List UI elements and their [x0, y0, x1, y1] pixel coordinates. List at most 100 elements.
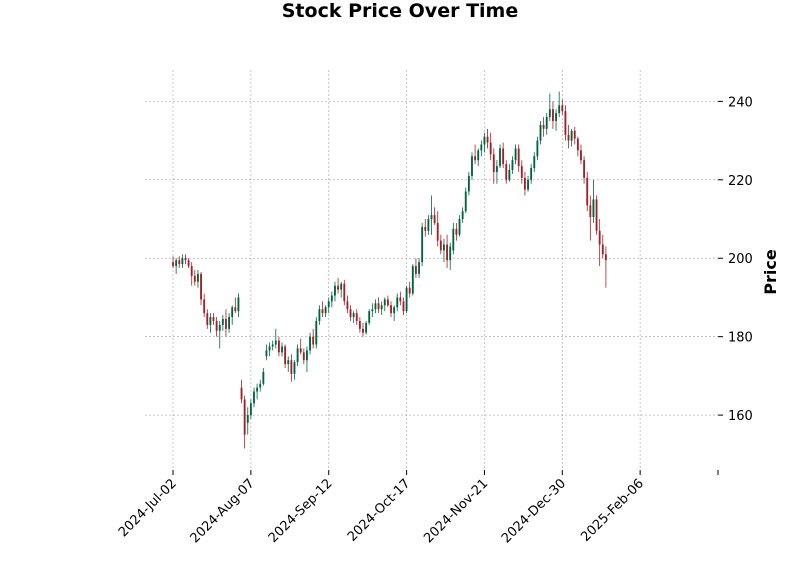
candlestick [386, 295, 389, 308]
candlestick [371, 303, 374, 318]
candle-body [492, 154, 495, 172]
candlestick [396, 293, 399, 312]
candle-body [495, 166, 498, 172]
candle-body [271, 344, 274, 347]
candle-body [499, 148, 501, 167]
candlestick [281, 342, 283, 357]
candle-body [483, 136, 486, 145]
candle-body [452, 228, 455, 251]
candlestick [598, 219, 601, 267]
candlestick [265, 344, 268, 361]
x-tick-label: 2024-Jul-02 [116, 476, 180, 540]
candlestick [231, 305, 234, 325]
candlestick [604, 246, 607, 288]
candlestick [548, 93, 551, 121]
candle-body [570, 130, 573, 141]
candle-body [380, 305, 383, 310]
candle-body [458, 219, 461, 235]
candlestick [489, 132, 492, 161]
candle-body [511, 160, 514, 170]
candlestick [234, 297, 237, 314]
candlestick [539, 120, 542, 145]
candlestick [393, 305, 396, 321]
candle-body [197, 273, 199, 282]
candlestick [268, 342, 271, 357]
candlestick [274, 328, 277, 349]
y-tick-label: 180 [728, 331, 753, 346]
candle-body [480, 144, 483, 151]
candle-body [508, 170, 511, 180]
candle-body [555, 113, 557, 121]
candle-body [324, 307, 327, 314]
candlestick [564, 105, 567, 141]
candlestick [558, 91, 561, 118]
candlestick [520, 160, 523, 184]
candle-body [337, 285, 340, 290]
candle-body [527, 179, 529, 190]
candle-body [334, 285, 336, 296]
candle-body [539, 124, 542, 141]
candlestick [511, 156, 514, 174]
candlestick [536, 136, 539, 161]
candlestick [458, 215, 461, 237]
candlestick [514, 144, 517, 165]
candlestick [315, 317, 318, 349]
candle-body [449, 246, 452, 261]
candlestick [221, 315, 224, 331]
candlestick [296, 344, 299, 367]
candle-body [393, 307, 396, 314]
x-tick-label: 2024-Nov-21 [421, 476, 491, 546]
candle-body [383, 299, 386, 306]
candlestick [567, 124, 570, 149]
candle-body [408, 287, 411, 294]
candlestick [595, 195, 598, 235]
candlestick [284, 344, 287, 369]
candle-body [184, 258, 187, 261]
candle-body [477, 150, 480, 161]
candle-body [552, 109, 554, 121]
candle-body [262, 371, 265, 384]
candle-body [411, 266, 414, 294]
candlestick [349, 305, 352, 321]
candlestick [545, 113, 548, 135]
candlestick [449, 242, 452, 270]
candlestick [486, 128, 489, 149]
candle-body [190, 266, 193, 276]
candle-body [505, 164, 508, 180]
candlestick [542, 117, 545, 137]
candlestick [570, 128, 573, 147]
candle-body [215, 320, 218, 331]
candle-body [352, 313, 355, 318]
candlestick [427, 215, 430, 235]
candlestick [215, 317, 218, 337]
candlestick [414, 258, 417, 278]
candlestick [411, 264, 414, 296]
candle-body [349, 309, 352, 318]
candlestick [352, 311, 355, 323]
candle-body [206, 313, 209, 325]
y-axis-label: Price [761, 249, 780, 295]
candle-body [583, 160, 586, 178]
candle-body [284, 346, 287, 365]
candlestick [561, 99, 564, 116]
candlestick [256, 383, 259, 400]
candle-body [200, 273, 202, 300]
candlestick [187, 258, 190, 269]
candle-body [486, 136, 489, 143]
candlestick [318, 305, 321, 325]
candlestick [402, 297, 405, 316]
candlestick [592, 179, 595, 223]
candle-body [256, 387, 259, 392]
candle-body [234, 307, 237, 312]
candlestick [408, 281, 411, 298]
candle-body [374, 303, 377, 310]
candle-body [558, 105, 561, 114]
candle-body [517, 148, 520, 167]
candlestick [418, 258, 420, 278]
candle-body [231, 307, 234, 318]
candlestick [483, 132, 486, 153]
candles-layer [172, 91, 607, 449]
candle-body [421, 226, 424, 263]
candle-body [355, 313, 358, 321]
candlestick [262, 368, 265, 386]
